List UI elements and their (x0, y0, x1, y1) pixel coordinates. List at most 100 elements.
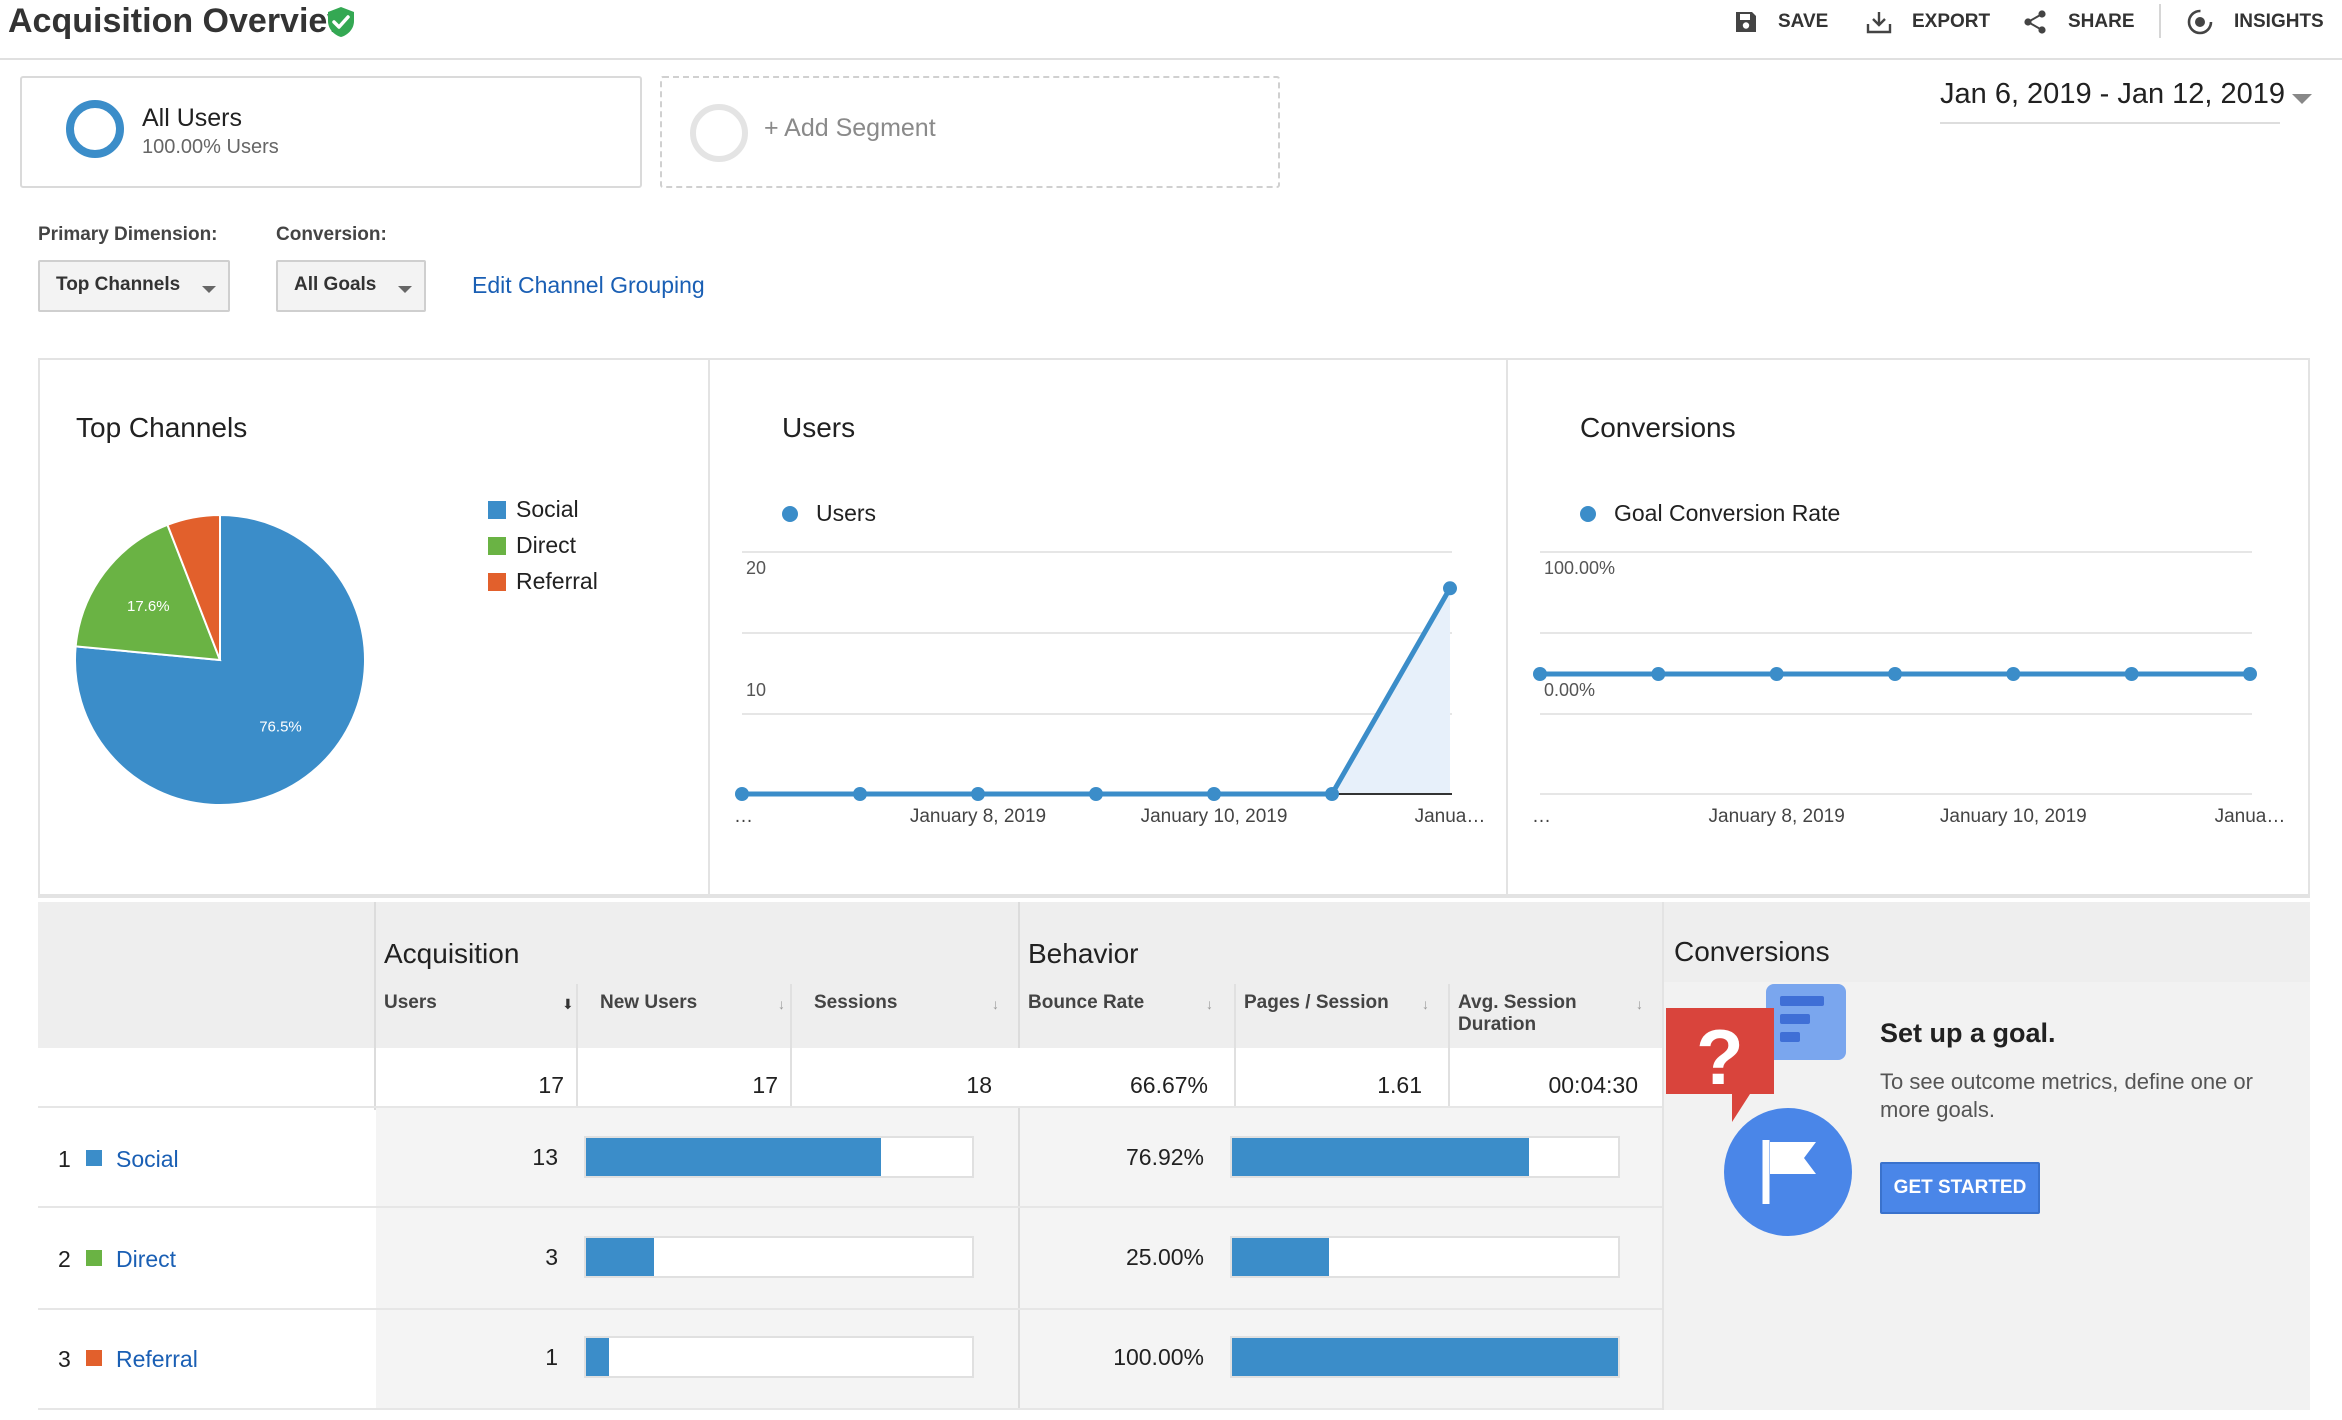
goal-illustration-icon: ? (1666, 984, 1852, 1236)
row-divider (38, 1206, 1662, 1208)
download-icon (1866, 12, 1892, 34)
conversions-line-chart[interactable]: 100.00% 0.00% … January 8, 2019 January 10, … (1518, 540, 2300, 840)
col-head-sessions[interactable]: Sessions (814, 992, 898, 1013)
get-started-button[interactable]: GET STARTED (1880, 1162, 2040, 1214)
legend-label: Social (516, 496, 579, 522)
col-head-avg-duration[interactable]: Avg. Session Duration (1458, 992, 1577, 1035)
charts-panel (38, 358, 2310, 898)
export-button[interactable]: EXPORT (1866, 8, 1990, 36)
x-tick-label: … (734, 806, 753, 827)
pie-data-label: 76.5% (259, 718, 302, 735)
users-line-chart[interactable]: 20 10 … January 8, 2019 January 10, 2019 Janu… (720, 540, 1500, 840)
data-point[interactable] (1089, 787, 1103, 801)
row-divider (38, 1408, 1662, 1410)
users-chart-title: Users (782, 412, 856, 443)
col-head-users[interactable]: Users (384, 992, 437, 1013)
users-share-fill (586, 1338, 609, 1376)
svg-text:?: ? (1696, 1013, 1744, 1101)
legend-dot-icon (1580, 505, 1596, 522)
behavior-header (1020, 902, 1662, 1048)
totals-band (376, 1048, 1662, 1108)
save-button[interactable]: SAVE (1734, 8, 1828, 36)
users-share-bar (584, 1336, 974, 1378)
conversion-label: Conversion: (276, 224, 387, 245)
primary-dimension-label: Primary Dimension: (38, 224, 218, 245)
bounce-rate-fill (1232, 1138, 1529, 1176)
sort-desc-icon[interactable]: ⬇ (562, 996, 574, 1012)
legend-item-direct[interactable]: Direct (488, 532, 576, 559)
users-legend: Users (782, 500, 876, 527)
legend-item-referral[interactable]: Referral (488, 568, 598, 595)
column-separator (790, 984, 792, 1108)
data-point[interactable] (971, 787, 985, 801)
row-divider (38, 1106, 1662, 1108)
data-point[interactable] (1533, 667, 1547, 681)
data-point[interactable] (1769, 667, 1784, 681)
legend-swatch (488, 536, 506, 555)
col-head-pages-session[interactable]: Pages / Session (1244, 992, 1389, 1013)
edit-channel-grouping-link[interactable]: Edit Channel Grouping (472, 272, 705, 298)
total-sessions: 18 (966, 1072, 992, 1098)
sort-icon[interactable]: ↓ (1422, 996, 1429, 1012)
bounce-rate-bar (1230, 1236, 1620, 1278)
bounce-rate-bar (1230, 1136, 1620, 1178)
row-users-value: 13 (532, 1144, 558, 1170)
y-tick-label: 20 (746, 558, 766, 578)
channel-link-direct[interactable]: Direct (116, 1246, 177, 1272)
row-bounce-value: 100.00% (1113, 1344, 1204, 1370)
date-range-picker[interactable]: Jan 6, 2019 - Jan 12, 2019 (1940, 78, 2285, 124)
row-index: 2 (58, 1246, 71, 1272)
conversion-select[interactable]: All Goals (276, 260, 426, 312)
save-icon (1736, 12, 1756, 32)
data-point[interactable] (2006, 667, 2021, 681)
sort-icon[interactable]: ↓ (778, 996, 785, 1012)
legend-label: Direct (516, 532, 577, 558)
date-range-caret-icon[interactable] (2292, 94, 2312, 104)
col-head-bounce-rate[interactable]: Bounce Rate (1028, 992, 1145, 1013)
column-separator (576, 984, 578, 1108)
data-point[interactable] (1443, 581, 1457, 596)
data-point[interactable] (853, 787, 867, 801)
x-tick-label: … (1532, 806, 1551, 827)
row-index: 1 (58, 1146, 71, 1172)
segment-ring-icon (66, 100, 124, 158)
data-point[interactable] (1651, 667, 1666, 681)
pie-slice-referral[interactable] (166, 513, 221, 661)
conversions-legend: Goal Conversion Rate (1580, 500, 1840, 527)
data-point[interactable] (2243, 667, 2257, 681)
series-line (742, 587, 1453, 797)
sort-icon[interactable]: ↓ (1206, 996, 1213, 1012)
data-point[interactable] (1888, 667, 1902, 681)
data-point[interactable] (2124, 667, 2139, 681)
share-button[interactable]: SHARE (2022, 8, 2135, 36)
x-tick-label: Janua… (1415, 806, 1486, 827)
channel-swatch (86, 1250, 102, 1266)
segment-subtitle: 100.00% Users (142, 136, 279, 158)
legend-item-social[interactable]: Social (488, 496, 579, 523)
toolbar-separator (2159, 4, 2161, 38)
x-tick-label: Janua… (2215, 806, 2286, 827)
save-label: SAVE (1778, 11, 1829, 32)
channel-link-social[interactable]: Social (116, 1146, 179, 1172)
row-users-value: 3 (545, 1244, 558, 1270)
chevron-down-icon (398, 286, 412, 293)
segment-all-users[interactable]: All Users 100.00% Users (20, 76, 642, 188)
x-tick-label: January 8, 2019 (910, 806, 1046, 827)
channel-link-referral[interactable]: Referral (116, 1346, 198, 1372)
users-share-bar (584, 1136, 974, 1178)
users-share-fill (586, 1238, 654, 1276)
total-avg-duration: 00:04:30 (1548, 1072, 1638, 1098)
col-head-new-users[interactable]: New Users (600, 992, 698, 1013)
data-point[interactable] (735, 787, 749, 801)
insights-button[interactable]: INSIGHTS (2186, 8, 2324, 36)
top-channels-pie-chart: 76.5% 17.6% (74, 513, 366, 806)
sort-icon[interactable]: ↓ (992, 996, 999, 1012)
data-point[interactable] (1325, 787, 1339, 801)
insights-icon (2187, 9, 2213, 35)
add-segment-button[interactable]: + Add Segment (660, 76, 1280, 188)
pie-slice-direct[interactable] (74, 523, 222, 662)
sort-icon[interactable]: ↓ (1636, 996, 1643, 1012)
row-bounce-value: 25.00% (1125, 1244, 1204, 1270)
primary-dimension-select[interactable]: Top Channels (38, 260, 230, 312)
data-point[interactable] (1207, 787, 1221, 801)
